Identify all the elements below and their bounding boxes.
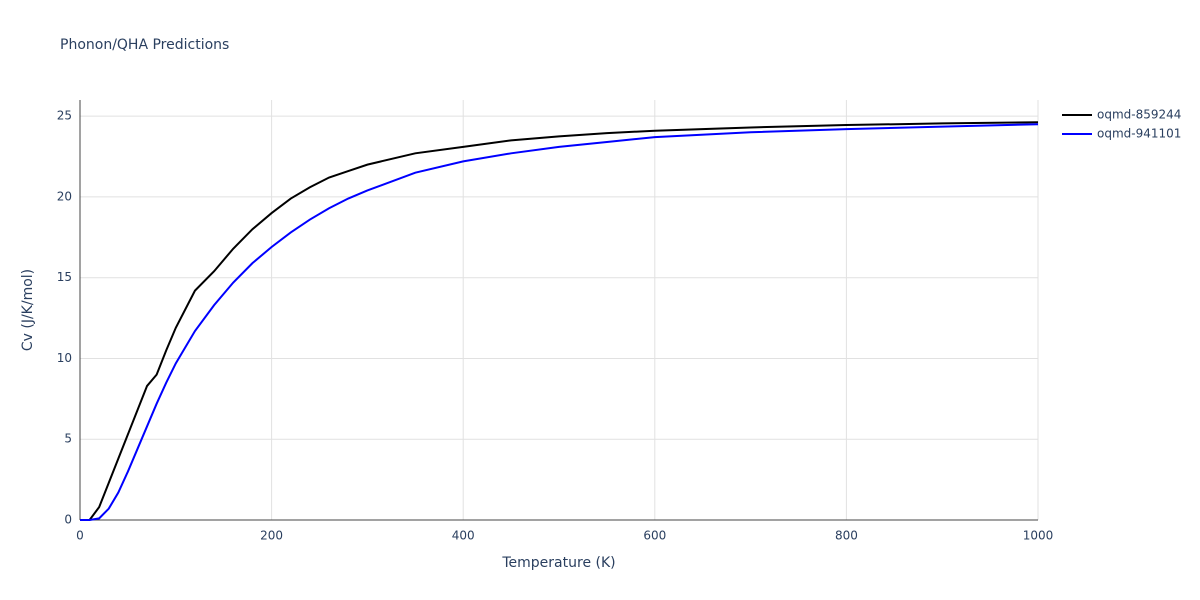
y-tick-label: 20	[57, 189, 72, 203]
x-tick-label: 0	[76, 529, 84, 543]
series-line	[80, 123, 1039, 521]
x-axis-title: Temperature (K)	[501, 555, 615, 571]
legend-label: oqmd-859244	[1097, 108, 1181, 122]
x-tick-label: 400	[452, 529, 475, 543]
x-tick-label: 1000	[1023, 529, 1054, 543]
y-tick-label: 25	[57, 109, 72, 123]
legend-label: oqmd-941101	[1097, 127, 1181, 141]
y-tick-label: 0	[64, 513, 72, 527]
series-line	[80, 121, 1039, 521]
y-tick-label: 5	[64, 432, 72, 446]
x-tick-label: 200	[260, 529, 283, 543]
x-tick-label: 800	[835, 529, 858, 543]
y-axis-title: Cv (J/K/mol)	[20, 269, 36, 351]
chart-title: Phonon/QHA Predictions	[60, 37, 229, 53]
x-tick-label: 600	[643, 529, 666, 543]
y-tick-label: 10	[57, 351, 72, 365]
y-tick-label: 15	[57, 270, 72, 284]
